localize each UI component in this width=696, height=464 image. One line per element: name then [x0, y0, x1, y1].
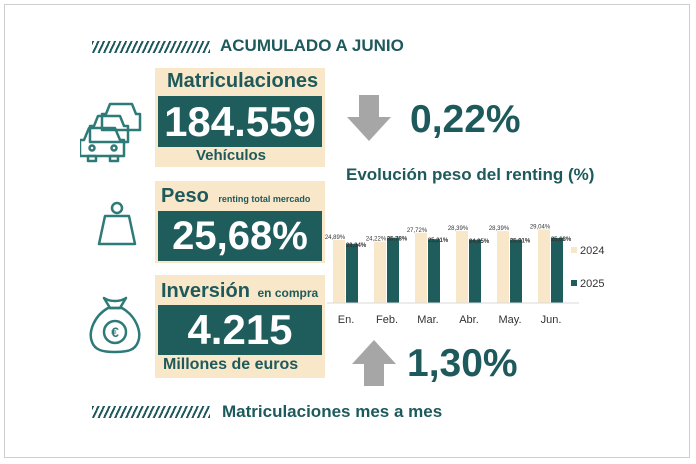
peso-value: 25,68% — [158, 211, 322, 261]
change-down-value: 0,22% — [410, 98, 521, 141]
arrow-up-icon — [352, 340, 396, 386]
peso-sublabel: renting total mercado — [218, 194, 311, 204]
header-hatch — [92, 41, 210, 53]
data-label-2024-0: 24,89% — [325, 235, 346, 241]
inversion-label: Inversión en compra — [161, 280, 318, 303]
data-label-2025-1: 25,78% — [387, 237, 408, 243]
bar-2025-1 — [387, 237, 399, 303]
data-label-2025-2: 25,21% — [428, 238, 449, 244]
money-bag-icon: € — [89, 296, 141, 354]
data-label-2024-3: 28,39% — [448, 226, 469, 232]
inversion-label-main: Inversión — [161, 280, 250, 302]
cars-icon — [80, 102, 142, 163]
inversion-value: 4.215 — [158, 305, 322, 355]
legend-label-2024: 2024 — [580, 245, 604, 257]
data-label-2024-1: 24,22% — [366, 237, 387, 243]
data-label-2025-4: 25,01% — [510, 239, 531, 245]
chart-title: Evolución peso del renting (%) — [346, 165, 595, 184]
data-label-2024-2: 27,72% — [407, 228, 428, 234]
bar-2025-5 — [551, 237, 563, 303]
footer-title: Matriculaciones mes a mes — [222, 402, 443, 421]
renting-weight-chart: 24,89%23,34%En.24,22% 25,78%Feb.27,72%25,… — [325, 224, 604, 326]
header-title: ACUMULADO A JUNIO — [220, 36, 404, 55]
bar-2024-1 — [374, 241, 386, 303]
frame — [4, 4, 690, 458]
change-up-value: 1,30% — [407, 342, 518, 385]
bar-2025-0 — [346, 243, 358, 303]
x-tick-label-0: En. — [338, 314, 355, 326]
x-tick-label-3: Abr. — [459, 314, 479, 326]
x-tick-label-5: Jun. — [541, 314, 562, 326]
bar-2024-4 — [497, 231, 509, 303]
bar-2024-5 — [538, 229, 550, 303]
arrow-down-icon — [347, 95, 391, 141]
x-tick-label-1: Feb. — [376, 314, 398, 326]
x-tick-label-4: May. — [498, 314, 521, 326]
legend-label-2025: 2025 — [580, 278, 604, 290]
matriculaciones-value: 184.559 — [158, 96, 322, 147]
bar-2025-2 — [428, 239, 440, 303]
bar-2025-4 — [510, 239, 522, 303]
data-label-2024-4: 28,39% — [489, 226, 510, 232]
weight-icon — [97, 201, 137, 246]
matriculaciones-label: Matriculaciones — [167, 70, 319, 92]
data-label-2024-5: 29,04% — [530, 224, 551, 230]
x-tick-label-2: Mar. — [417, 314, 438, 326]
peso-label: Peso renting total mercado — [161, 185, 310, 208]
legend-swatch-2025 — [571, 280, 577, 286]
svg-text:€: € — [111, 324, 119, 340]
bar-2025-3 — [469, 239, 481, 303]
matriculaciones-unit: Vehículos — [196, 147, 267, 164]
inversion-unit: Millones de euros — [163, 356, 299, 373]
peso-label-main: Peso — [161, 185, 209, 207]
data-label-2025-0: 23,34% — [346, 243, 367, 249]
footer-hatch — [92, 406, 210, 418]
bar-2024-2 — [415, 232, 427, 303]
bar-2024-0 — [333, 239, 345, 303]
bar-2024-3 — [456, 231, 468, 303]
data-label-2025-3: 24,95% — [469, 239, 490, 245]
inversion-sublabel: en compra — [257, 286, 319, 300]
data-label-2025-5: 25,68% — [551, 237, 572, 243]
legend-swatch-2024 — [571, 247, 577, 253]
